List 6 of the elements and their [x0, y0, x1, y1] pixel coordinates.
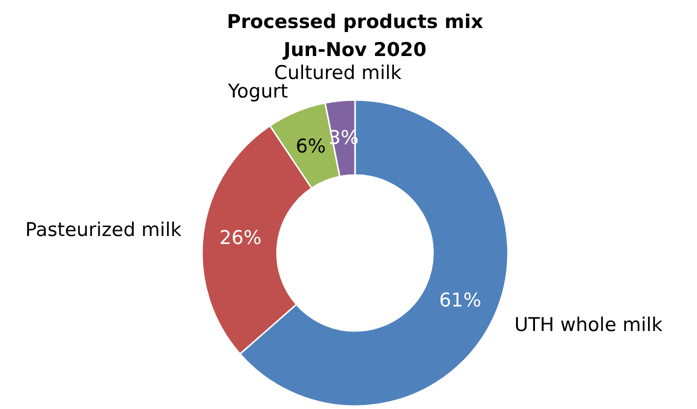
slice-label: UTH whole milk — [514, 314, 663, 336]
data-label: 26% — [219, 226, 262, 249]
data-label: 61% — [439, 290, 482, 312]
chart-title: Processed products mix Jun-Nov 2020 — [226, 11, 484, 61]
data-label: 6% — [296, 135, 326, 158]
slice-label: Pasteurized milk — [25, 219, 182, 242]
